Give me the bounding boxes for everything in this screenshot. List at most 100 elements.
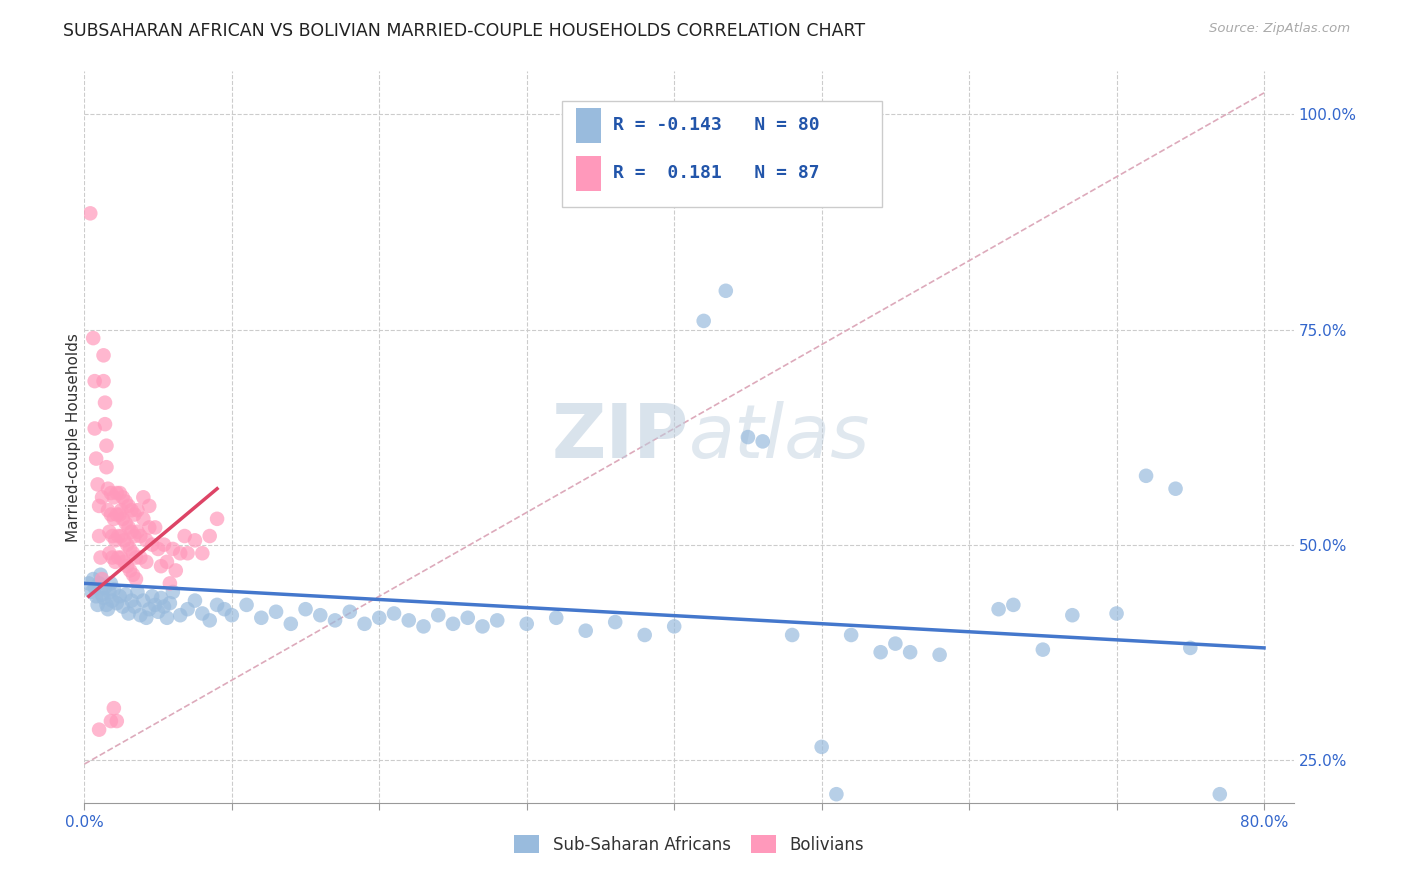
Point: [294, 602, 316, 616]
Point: [129, 608, 152, 623]
Y-axis label: Married-couple Households: Married-couple Households: [66, 333, 80, 541]
Point: [94, 417, 117, 432]
Point: [382, 607, 405, 621]
Point: [93, 591, 115, 605]
Point: [90, 550, 112, 565]
Point: [957, 834, 980, 848]
Point: [112, 555, 135, 569]
Point: [96, 598, 118, 612]
Point: [141, 589, 163, 603]
Point: [121, 503, 143, 517]
Point: [353, 616, 375, 631]
Point: [117, 499, 139, 513]
Point: [96, 460, 118, 475]
Point: [96, 439, 118, 453]
Point: [198, 613, 221, 627]
Point: [103, 491, 125, 505]
Point: [108, 589, 131, 603]
Point: [141, 538, 163, 552]
Point: [120, 541, 142, 556]
Point: [122, 567, 145, 582]
Point: [100, 576, 122, 591]
Point: [751, 434, 773, 449]
Point: [104, 533, 127, 548]
Point: [120, 564, 142, 578]
Point: [634, 628, 657, 642]
Point: [884, 637, 907, 651]
Point: [412, 619, 434, 633]
Point: [103, 582, 125, 597]
Point: [91, 588, 114, 602]
Point: [84, 451, 107, 466]
Point: [97, 482, 120, 496]
Point: [87, 529, 110, 543]
Point: [110, 503, 132, 517]
Point: [132, 491, 155, 505]
Point: [169, 608, 191, 623]
Point: [91, 491, 114, 505]
Point: [82, 572, 104, 586]
Point: [664, 619, 686, 633]
Point: [457, 611, 479, 625]
Point: [869, 645, 891, 659]
Point: [101, 593, 124, 607]
Text: atlas: atlas: [689, 401, 870, 473]
Point: [127, 585, 149, 599]
Point: [94, 395, 117, 409]
Point: [97, 602, 120, 616]
Point: [117, 520, 139, 534]
Point: [84, 589, 107, 603]
Point: [184, 533, 207, 548]
Point: [156, 611, 179, 625]
Text: R =  0.181   N = 87: R = 0.181 N = 87: [613, 164, 820, 182]
Point: [205, 512, 228, 526]
Point: [98, 524, 121, 539]
Bar: [576, 108, 600, 143]
Point: [129, 550, 152, 565]
Point: [112, 533, 135, 548]
Point: [77, 576, 100, 591]
Point: [115, 559, 138, 574]
Point: [146, 605, 169, 619]
Point: [153, 599, 176, 614]
Point: [546, 611, 568, 625]
Point: [117, 607, 139, 621]
Point: [323, 613, 346, 627]
Point: [124, 599, 146, 614]
Point: [1105, 607, 1128, 621]
Point: [339, 605, 361, 619]
Point: [103, 701, 125, 715]
Point: [138, 499, 160, 513]
Point: [79, 206, 101, 220]
Point: [839, 628, 862, 642]
Point: [86, 598, 108, 612]
Point: [98, 585, 121, 599]
Point: [1135, 468, 1157, 483]
Point: [138, 602, 160, 616]
Point: [810, 739, 832, 754]
Text: R = -0.143   N = 80: R = -0.143 N = 80: [613, 117, 820, 135]
Point: [214, 602, 236, 616]
Point: [205, 598, 228, 612]
Point: [83, 421, 105, 435]
Point: [111, 491, 134, 505]
Point: [176, 546, 198, 560]
Point: [125, 550, 148, 565]
Point: [235, 598, 257, 612]
Point: [124, 508, 146, 522]
Point: [135, 533, 157, 548]
Point: [121, 593, 143, 607]
Point: [101, 550, 124, 565]
Point: [368, 611, 391, 625]
Point: [107, 550, 129, 565]
Point: [87, 499, 110, 513]
Point: [427, 608, 450, 623]
Point: [83, 374, 105, 388]
Point: [87, 576, 110, 591]
Point: [135, 555, 157, 569]
Point: [191, 607, 214, 621]
Point: [93, 348, 115, 362]
Point: [122, 546, 145, 560]
Point: [135, 611, 157, 625]
Bar: [576, 156, 600, 191]
